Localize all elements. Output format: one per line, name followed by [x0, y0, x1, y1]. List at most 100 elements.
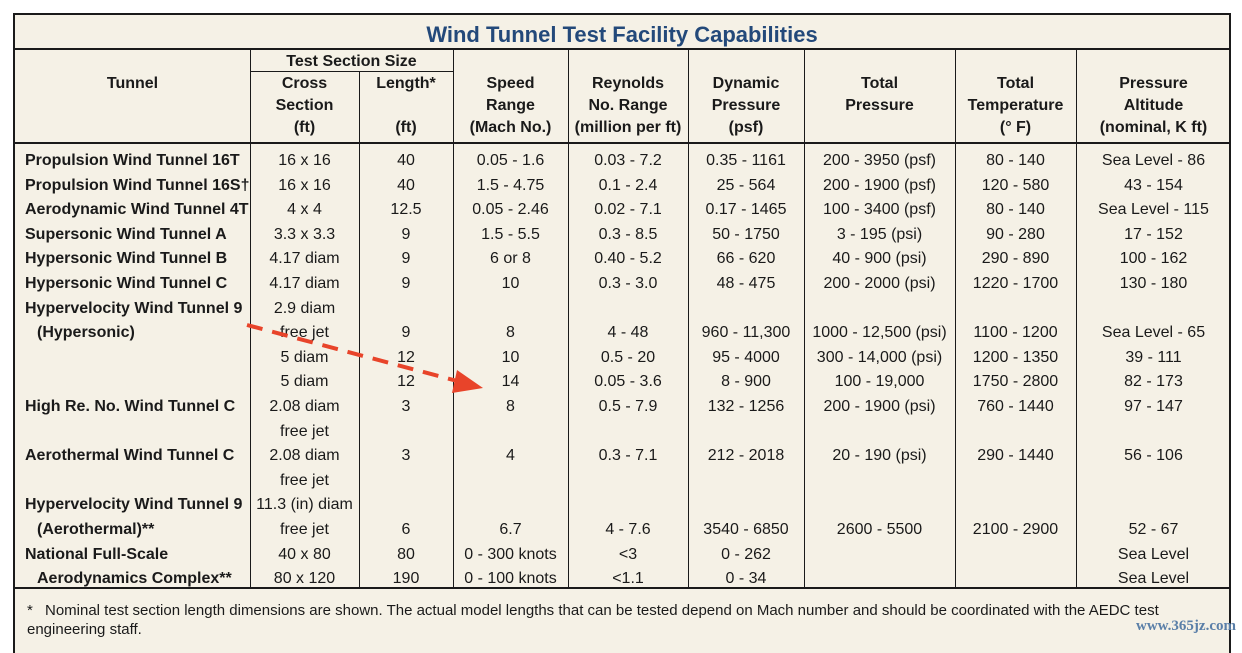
cell-length: 12: [397, 348, 415, 366]
header-speed-range: Speed Range (Mach No.): [469, 75, 552, 136]
cell-alt: 97 - 147: [1124, 398, 1183, 415]
cell-temp: 2100 - 2900: [972, 521, 1059, 538]
cell-dyn: 0 - 262: [721, 545, 771, 563]
header-total-temperature: Total Temperature (° F): [967, 75, 1064, 136]
cell-temp: 760 - 1440: [977, 398, 1054, 415]
cell-speed: 1.5 - 4.75: [476, 176, 545, 194]
cell-temp: 80 - 140: [986, 152, 1045, 169]
cell-totp: 1000 - 12,500 (psi): [812, 324, 947, 342]
cell-dyn: 66 - 620: [716, 250, 776, 268]
cell-reynolds: 0.40 - 5.2: [594, 250, 662, 268]
col-rule: [453, 50, 454, 587]
cell-dyn: 50 - 1750: [712, 225, 780, 243]
cell-speed: 8: [506, 324, 515, 342]
cell-speed: 0.05 - 2.46: [472, 201, 549, 219]
cell-alt: 56 - 106: [1124, 447, 1183, 465]
cell-totp: 200 - 1900 (psf): [823, 176, 936, 194]
tunnel-name: Hypervelocity Wind Tunnel 9: [25, 299, 243, 317]
red-dashed-arrow-icon: [246, 323, 483, 393]
cell-cross: free jet: [280, 422, 329, 440]
header-rule: [15, 142, 1229, 144]
tunnel-name: (Hypersonic): [37, 324, 135, 342]
header-pressure-altitude: Pressure Altitude (nominal, K ft): [1099, 75, 1208, 136]
capabilities-table: Wind Tunnel Test Facility Capabilities T…: [13, 13, 1231, 653]
cell-cross: 11.3 (in) diam: [256, 496, 353, 514]
col-rule: [568, 50, 569, 587]
cell-totp: 300 - 14,000 (psi): [816, 348, 943, 366]
cell-totp: 100 - 3400 (psf): [823, 201, 936, 219]
cell-temp: 120 - 580: [981, 176, 1050, 194]
header-dynamic-pressure: Dynamic Pressure (psf): [711, 75, 781, 136]
cell-cross: free jet: [280, 471, 329, 489]
cell-temp: 80 - 140: [986, 201, 1045, 219]
cell-dyn: 25 - 564: [716, 176, 776, 194]
col-rule: [688, 50, 689, 587]
cell-alt: Sea Level: [1117, 570, 1190, 588]
cell-cross: free jet: [280, 324, 329, 342]
cell-alt: 39 - 111: [1125, 348, 1182, 366]
cell-speed: 6.7: [499, 521, 522, 538]
cell-reynolds: 0.03 - 7.2: [594, 152, 662, 169]
cell-length: 12: [397, 373, 415, 391]
tunnel-name: Aerothermal Wind Tunnel C: [25, 447, 235, 465]
title-rule: [15, 48, 1229, 50]
cell-length: 6: [401, 521, 411, 538]
header-reynolds: Reynolds No. Range (million per ft): [574, 75, 682, 136]
table-title: Wind Tunnel Test Facility Capabilities: [426, 22, 818, 47]
tunnel-name: Hypervelocity Wind Tunnel 9: [25, 496, 243, 514]
cell-reynolds: 0.5 - 20: [600, 348, 656, 366]
cell-length: 9: [401, 250, 411, 268]
tunnel-name: Aerodynamic Wind Tunnel 4T: [25, 201, 249, 219]
cell-dyn: 8 - 900: [721, 373, 771, 391]
cell-temp: 1100 - 1200: [973, 324, 1058, 342]
cell-dyn: 132 - 1256: [707, 398, 785, 415]
cell-cross: free jet: [280, 521, 329, 538]
col-rule: [1076, 50, 1077, 587]
tunnel-name: (Aerothermal)**: [37, 521, 155, 538]
cell-temp: 1220 - 1700: [972, 275, 1059, 292]
cell-totp: 40 - 900 (psi): [832, 250, 927, 268]
cell-length: 12.5: [390, 201, 422, 219]
cell-reynolds: 4 - 48: [607, 324, 649, 342]
table-bottom-rule: [15, 587, 1229, 589]
col-rule: [250, 50, 251, 587]
cell-alt: 17 - 152: [1124, 225, 1183, 243]
cell-cross: 5 diam: [280, 373, 329, 391]
cell-alt: 130 - 180: [1119, 275, 1188, 292]
cell-speed: 10: [501, 348, 520, 366]
cell-totp: 100 - 19,000: [834, 373, 925, 391]
footnote: * Nominal test section length dimensions …: [27, 601, 1217, 639]
cell-length: 3: [401, 398, 411, 415]
header-total-pressure: Total Pressure: [845, 75, 914, 114]
cell-cross: 4.17 diam: [269, 250, 340, 268]
cell-alt: Sea Level - 86: [1101, 152, 1206, 169]
cell-reynolds: 0.05 - 3.6: [594, 373, 662, 391]
tunnel-name: Propulsion Wind Tunnel 16S†: [25, 176, 250, 194]
cell-cross: 40 x 80: [278, 545, 331, 563]
cell-reynolds: 0.1 - 2.4: [598, 176, 658, 194]
cell-cross: 3.3 x 3.3: [273, 225, 336, 243]
cell-length: 9: [401, 225, 411, 243]
cell-cross: 4.17 diam: [269, 275, 340, 292]
cell-length: 190: [392, 570, 420, 588]
cell-length: 80: [397, 545, 415, 563]
cell-totp: 2600 - 5500: [836, 521, 923, 538]
tunnel-name: Propulsion Wind Tunnel 16T: [25, 152, 240, 169]
cell-alt: 52 - 67: [1128, 521, 1179, 538]
cell-speed: 8: [506, 398, 515, 415]
header-length: Length* (ft): [376, 75, 436, 136]
col-rule: [804, 50, 805, 587]
cell-length: 9: [401, 275, 411, 292]
cell-totp: 200 - 1900 (psi): [823, 398, 936, 415]
cell-dyn: 3540 - 6850: [703, 521, 789, 538]
cell-cross: 2.08 diam: [269, 398, 340, 415]
tunnel-name: Supersonic Wind Tunnel A: [25, 225, 227, 243]
cell-reynolds: <3: [618, 545, 638, 563]
cell-temp: 290 - 890: [981, 250, 1050, 268]
cell-reynolds: 0.5 - 7.9: [598, 398, 658, 415]
cell-cross: 80 x 120: [273, 570, 336, 588]
cell-length: 9: [401, 324, 411, 342]
cell-length: 40: [397, 152, 415, 169]
tunnel-name: Aerodynamics Complex**: [37, 570, 232, 588]
cell-cross: 16 x 16: [278, 176, 331, 194]
